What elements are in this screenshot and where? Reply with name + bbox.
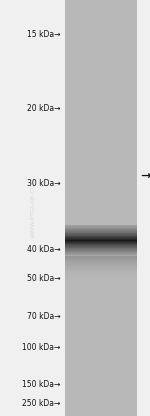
Text: 100 kDa→: 100 kDa→	[22, 343, 61, 352]
Bar	[65, 248, 136, 249]
Bar	[65, 242, 136, 243]
Bar	[65, 252, 136, 253]
Bar	[65, 270, 136, 271]
Bar	[65, 235, 136, 236]
Text: 30 kDa→: 30 kDa→	[27, 179, 61, 188]
Bar	[65, 275, 136, 276]
Bar	[65, 279, 136, 280]
Bar	[65, 227, 136, 228]
Bar	[65, 277, 136, 279]
Text: 20 kDa→: 20 kDa→	[27, 104, 61, 113]
Text: 250 kDa→: 250 kDa→	[22, 399, 61, 408]
Bar	[65, 241, 136, 242]
Bar	[65, 232, 136, 233]
Bar	[65, 245, 136, 246]
Bar	[65, 274, 136, 275]
Bar	[65, 250, 136, 251]
Bar	[65, 228, 136, 229]
Bar	[65, 269, 136, 270]
Bar	[65, 246, 136, 247]
Bar	[65, 240, 136, 241]
Bar	[65, 266, 136, 267]
Bar	[65, 238, 136, 239]
Bar	[65, 0, 136, 416]
Bar	[65, 276, 136, 277]
Bar	[65, 236, 136, 237]
Bar	[65, 226, 136, 227]
Text: 15 kDa→: 15 kDa→	[27, 30, 61, 39]
Bar	[65, 280, 136, 281]
Bar	[65, 230, 136, 231]
Bar	[65, 239, 136, 240]
Text: 150 kDa→: 150 kDa→	[22, 380, 61, 389]
Bar	[65, 233, 136, 234]
Text: 50 kDa→: 50 kDa→	[27, 274, 61, 283]
Bar	[65, 249, 136, 250]
Bar	[65, 234, 136, 235]
Bar	[65, 254, 136, 255]
Bar	[65, 265, 136, 266]
Bar	[65, 259, 136, 260]
Bar	[65, 271, 136, 272]
Bar	[65, 267, 136, 269]
Bar	[65, 231, 136, 232]
Bar	[65, 264, 136, 265]
Bar	[65, 237, 136, 238]
Bar	[65, 244, 136, 245]
Text: 70 kDa→: 70 kDa→	[27, 312, 61, 321]
Bar	[65, 225, 136, 226]
Bar	[65, 253, 136, 254]
Bar	[65, 251, 136, 252]
Bar	[65, 260, 136, 261]
Bar	[65, 256, 136, 258]
Bar	[65, 229, 136, 230]
Bar	[65, 258, 136, 259]
Bar	[65, 272, 136, 274]
Bar	[65, 262, 136, 264]
Bar	[65, 247, 136, 248]
Bar	[65, 255, 136, 256]
Text: WWW.PTGLAB.COM: WWW.PTGLAB.COM	[30, 178, 36, 238]
Text: 40 kDa→: 40 kDa→	[27, 245, 61, 254]
Bar	[65, 261, 136, 262]
Bar	[65, 243, 136, 244]
